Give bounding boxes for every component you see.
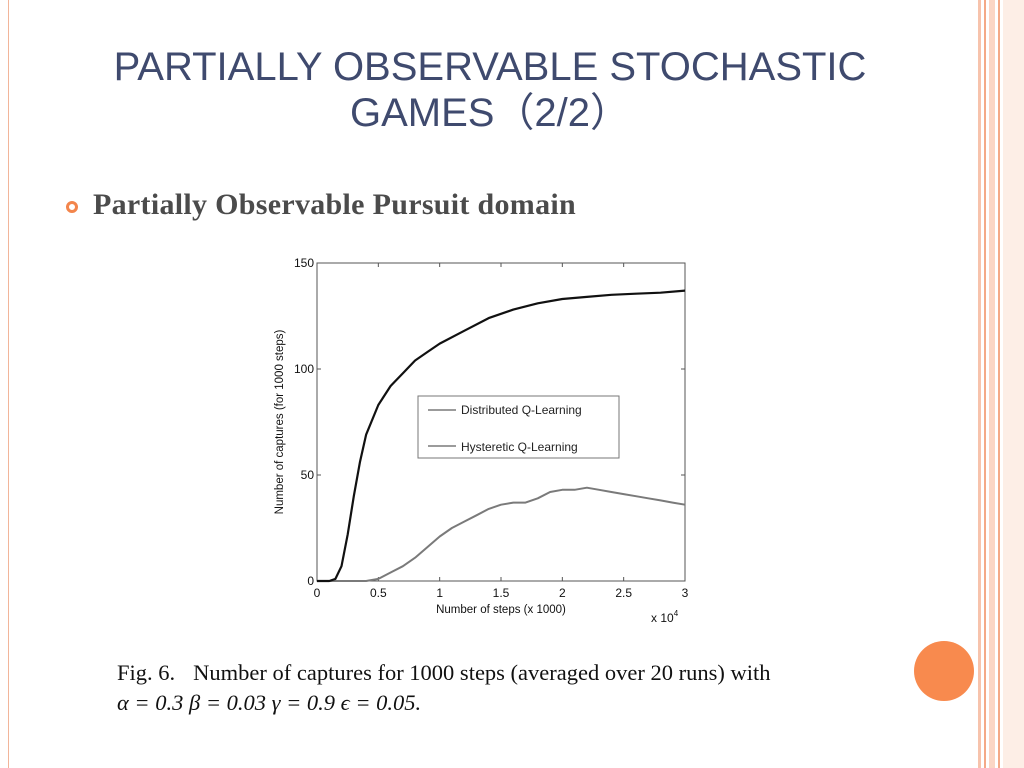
slide-title-line-2: GAMES（2/2） <box>349 91 631 135</box>
right-decorative-stripes <box>978 0 1024 768</box>
left-border-rule <box>8 0 9 768</box>
x-tick-label: 2 <box>559 586 566 600</box>
y-tick-label: 150 <box>294 256 314 270</box>
bullet-circle-icon <box>66 201 78 213</box>
y-tick-label: 100 <box>294 362 314 376</box>
x-tick-label: 1 <box>436 586 443 600</box>
series-line-distributed-q-learning <box>317 486 686 582</box>
bullet-text: Partially Observable Pursuit domain <box>93 188 576 221</box>
legend-label-distributed: Distributed Q-Learning <box>461 403 582 417</box>
x-multiplier-base: x 10 <box>651 611 674 625</box>
caption-text: Number of captures for 1000 steps (avera… <box>193 660 771 685</box>
y-axis-label: Number of captures (for 1000 steps) <box>274 329 286 514</box>
y-tick-label: 0 <box>307 574 314 588</box>
figure-caption: Fig. 6. Number of captures for 1000 steps… <box>117 658 897 718</box>
x-tick-label: 3 <box>682 586 689 600</box>
x-multiplier-label: x 104 <box>651 609 679 625</box>
slide-title: PARTIALLY OBSERVABLE STOCHASTIC GAMES（2/… <box>60 44 920 136</box>
x-tick-label: 0.5 <box>370 586 387 600</box>
x-multiplier-exponent: 4 <box>674 609 679 618</box>
legend-label-hysteretic: Hysteretic Q-Learning <box>461 440 578 454</box>
chart-container: 0 0.5 1 1.5 2 2.5 3 0 50 100 150 Distributed Q-Lea… <box>265 250 705 630</box>
legend-box <box>417 395 620 459</box>
caption-parameters: α = 0.3 β = 0.03 γ = 0.9 ϵ = 0.05. <box>117 690 422 715</box>
caption-fig-label: Fig. 6. <box>117 660 176 685</box>
x-axis-label: Number of steps (x 1000) <box>436 604 566 616</box>
x-tick-label: 1.5 <box>493 586 510 600</box>
legend: Distributed Q-Learning Hysteretic Q-Lear… <box>417 395 620 459</box>
x-tick-label: 0 <box>314 586 321 600</box>
decorative-orange-circle <box>914 641 974 701</box>
series-line-hysteretic-q-learning <box>317 289 686 583</box>
captures-line-chart: 0 0.5 1 1.5 2 2.5 3 0 50 100 150 Distributed Q-Lea… <box>274 256 689 625</box>
slide-title-line-1: PARTIALLY OBSERVABLE STOCHASTIC <box>113 45 867 89</box>
y-tick-label: 50 <box>301 468 315 482</box>
x-tick-label: 2.5 <box>615 586 632 600</box>
